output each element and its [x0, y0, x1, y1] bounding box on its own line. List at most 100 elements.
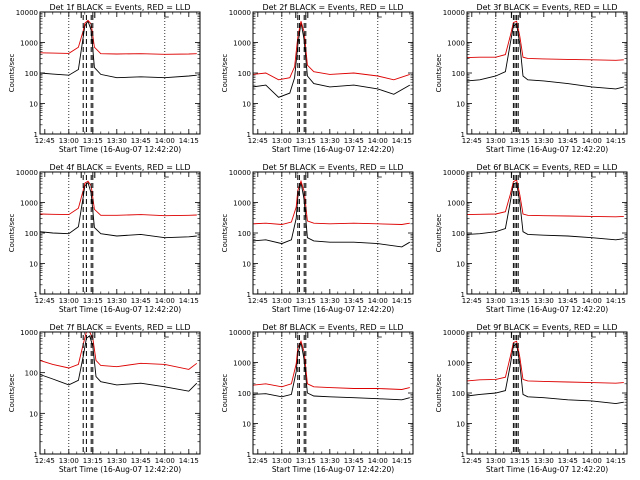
marker-bracket [591, 12, 596, 18]
panel-title: Det 8f BLACK = Events, RED = LLD [262, 323, 403, 332]
detector-panel: Det 9f BLACK = Events, RED = LLD 1 10 100 10… [435, 323, 628, 474]
x-tick-label: 14:15 [179, 297, 199, 305]
x-tick-label: 13:00 [59, 137, 79, 145]
x-tick-label: 12:45 [462, 297, 482, 305]
x-tick-label: 13:15 [296, 137, 316, 145]
y-tick-label: 10 [242, 261, 251, 269]
x-tick-label: 13:45 [344, 297, 364, 305]
x-tick-label: 13:45 [558, 457, 578, 465]
x-tick-label: 14:15 [606, 137, 626, 145]
y-tick-label: 10000 [443, 169, 465, 177]
x-tick-label: 13:15 [510, 457, 530, 465]
events-rate-line [466, 343, 624, 405]
marker-bracket [377, 332, 382, 338]
y-axis-label: Counts/sec [435, 54, 443, 93]
y-tick-label: 100 [238, 230, 251, 238]
plot-frame [252, 331, 414, 455]
y-axis-label: Counts/sec [8, 374, 16, 413]
y-axis-label: Counts/sec [8, 214, 16, 253]
x-tick-label: 13:30 [107, 137, 127, 145]
y-axis-label: Counts/sec [435, 374, 443, 413]
x-tick-label: 12:45 [248, 137, 268, 145]
interval-bracket [510, 171, 521, 178]
y-tick-label: 1000 [447, 360, 465, 368]
panel-title: Det 4f BLACK = Events, RED = LLD [49, 163, 190, 172]
x-tick-label: 14:15 [179, 457, 199, 465]
y-tick-label: 1000 [20, 329, 38, 337]
x-tick-label: 13:15 [83, 297, 103, 305]
y-tick-label: 1000 [447, 40, 465, 48]
y-tick-label: 10000 [229, 9, 251, 17]
y-tick-label: 10000 [443, 329, 465, 337]
marker-bracket [591, 332, 596, 338]
y-tick-label: 10 [456, 261, 465, 269]
y-tick-label: 1000 [20, 200, 38, 208]
x-tick-label: 13:00 [272, 457, 292, 465]
y-tick-label: 1000 [447, 200, 465, 208]
y-tick-label: 1000 [233, 40, 251, 48]
y-tick-label: 100 [452, 230, 465, 238]
plot-frame [466, 331, 628, 455]
y-tick-label: 100 [452, 70, 465, 78]
panel-title: Det 5f BLACK = Events, RED = LLD [262, 163, 403, 172]
detector-panel: Det 6f BLACK = Events, RED = LLD 1 10 100 10… [435, 163, 628, 314]
y-tick-label: 10000 [229, 169, 251, 177]
y-tick-label: 1 [461, 291, 465, 299]
y-tick-label: 1000 [233, 360, 251, 368]
y-tick-label: 10 [29, 410, 38, 418]
panel-title: Det 9f BLACK = Events, RED = LLD [476, 323, 617, 332]
y-tick-label: 100 [25, 370, 38, 378]
y-tick-label: 1 [247, 291, 251, 299]
x-tick-label: 14:15 [606, 457, 626, 465]
marker-bracket [377, 12, 382, 18]
x-tick-label: 12:45 [35, 297, 55, 305]
x-tick-label: 14:00 [582, 297, 602, 305]
x-tick-label: 12:45 [35, 457, 55, 465]
lld-rate-line [252, 21, 410, 81]
y-tick-label: 10000 [16, 9, 38, 17]
x-tick-label: 13:45 [558, 297, 578, 305]
x-tick-label: 13:30 [320, 297, 340, 305]
y-tick-label: 10000 [443, 9, 465, 17]
x-axis-label: Start Time (16-Aug-07 12:42:20) [59, 305, 181, 314]
marker-bracket [591, 172, 596, 178]
x-tick-label: 12:45 [462, 457, 482, 465]
y-tick-label: 1 [34, 451, 38, 459]
lld-rate-line [252, 179, 410, 225]
interval-bracket [510, 11, 521, 18]
detector-panel: Det 5f BLACK = Events, RED = LLD 1 10 100 10… [221, 163, 414, 314]
interval-bracket [510, 331, 521, 338]
events-rate-line [466, 181, 624, 241]
y-axis-label: Counts/sec [221, 54, 229, 93]
plot-frame [466, 171, 628, 295]
x-tick-label: 13:00 [486, 457, 506, 465]
x-tick-label: 14:00 [368, 457, 388, 465]
x-axis-label: Start Time (16-Aug-07 12:42:20) [272, 145, 394, 154]
x-axis-label: Start Time (16-Aug-07 12:42:20) [272, 305, 394, 314]
x-tick-label: 13:00 [272, 297, 292, 305]
x-tick-label: 14:15 [392, 457, 412, 465]
x-tick-label: 14:00 [155, 297, 175, 305]
detector-panel: Det 2f BLACK = Events, RED = LLD 1 10 100 10… [221, 3, 414, 154]
marker-bracket [164, 172, 169, 178]
x-tick-label: 13:00 [59, 297, 79, 305]
y-tick-label: 100 [238, 390, 251, 398]
panel-title: Det 7f BLACK = Events, RED = LLD [49, 323, 190, 332]
x-axis-label: Start Time (16-Aug-07 12:42:20) [486, 465, 608, 474]
events-rate-line [466, 23, 624, 90]
x-tick-label: 14:15 [392, 297, 412, 305]
lld-rate-line [39, 180, 197, 217]
y-tick-label: 100 [25, 230, 38, 238]
x-tick-label: 14:00 [582, 457, 602, 465]
x-tick-label: 13:45 [131, 137, 151, 145]
x-tick-label: 13:30 [534, 297, 554, 305]
y-tick-label: 100 [25, 70, 38, 78]
lld-rate-line [39, 19, 197, 55]
lld-rate-line [252, 339, 410, 390]
panel-title: Det 3f BLACK = Events, RED = LLD [476, 3, 617, 12]
plot-frame [252, 171, 414, 295]
y-tick-label: 1 [34, 291, 38, 299]
lld-rate-line [466, 179, 624, 218]
plot-frame [466, 11, 628, 135]
y-axis-label: Counts/sec [435, 214, 443, 253]
